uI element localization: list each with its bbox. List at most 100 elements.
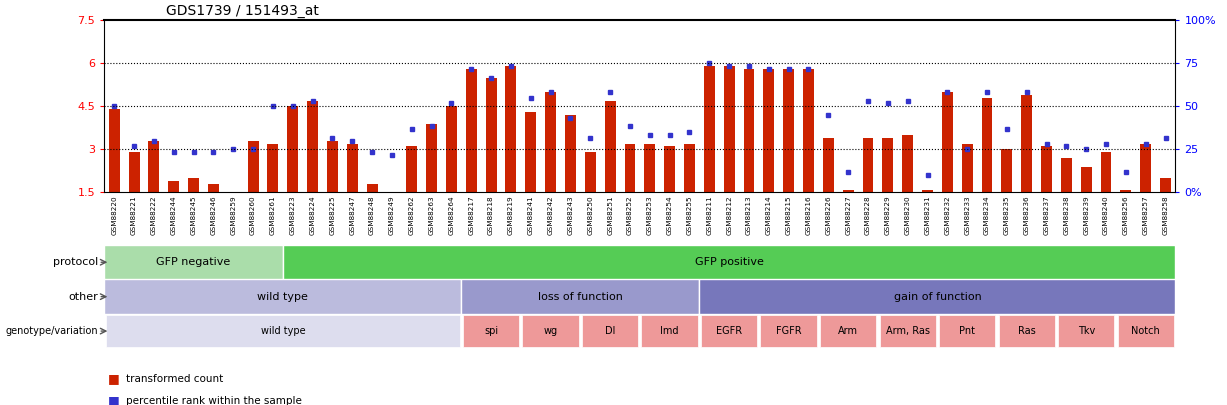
Bar xyxy=(104,245,282,279)
Bar xyxy=(744,69,755,192)
Bar xyxy=(326,141,337,192)
Bar xyxy=(564,115,575,192)
Text: Arm: Arm xyxy=(838,326,858,336)
Text: GSM88245: GSM88245 xyxy=(190,195,196,234)
Text: GSM88237: GSM88237 xyxy=(1043,195,1049,234)
Bar xyxy=(104,279,461,314)
Text: GSM88230: GSM88230 xyxy=(904,195,910,234)
Bar xyxy=(486,78,497,192)
Bar xyxy=(168,181,179,192)
Text: loss of function: loss of function xyxy=(537,292,623,302)
Text: GSM88253: GSM88253 xyxy=(647,195,653,234)
Text: GSM88254: GSM88254 xyxy=(666,195,672,234)
Text: Tkv: Tkv xyxy=(1077,326,1094,336)
Bar xyxy=(461,279,699,314)
Bar xyxy=(367,184,378,192)
Text: GSM88262: GSM88262 xyxy=(409,195,415,234)
Text: genotype/variation: genotype/variation xyxy=(6,326,98,336)
Text: wild type: wild type xyxy=(258,292,308,302)
Bar xyxy=(1021,95,1032,192)
Text: GSM88213: GSM88213 xyxy=(746,195,752,234)
Text: wild type: wild type xyxy=(260,326,306,336)
Text: GSM88235: GSM88235 xyxy=(1004,195,1010,234)
Bar xyxy=(763,69,774,192)
Text: GSM88264: GSM88264 xyxy=(448,195,454,234)
Text: GSM88225: GSM88225 xyxy=(329,195,335,234)
Text: GSM88261: GSM88261 xyxy=(270,195,276,234)
Text: Pnt: Pnt xyxy=(960,326,975,336)
Bar xyxy=(1040,147,1052,192)
Bar xyxy=(664,147,675,192)
Bar xyxy=(1101,152,1112,192)
Bar xyxy=(506,66,517,192)
Bar xyxy=(761,315,817,347)
Bar xyxy=(605,100,616,192)
Bar xyxy=(724,66,735,192)
Text: GSM88219: GSM88219 xyxy=(508,195,514,234)
Text: GSM88224: GSM88224 xyxy=(309,195,315,234)
Bar xyxy=(207,184,218,192)
Bar xyxy=(962,144,973,192)
Text: GSM88229: GSM88229 xyxy=(885,195,891,234)
Text: GSM88251: GSM88251 xyxy=(607,195,614,234)
Text: EGFR: EGFR xyxy=(717,326,742,336)
Text: GSM88256: GSM88256 xyxy=(1123,195,1129,234)
Bar xyxy=(445,107,456,192)
Text: GSM88242: GSM88242 xyxy=(547,195,553,234)
Text: GFP positive: GFP positive xyxy=(694,257,763,267)
Bar xyxy=(463,315,519,347)
Text: GSM88250: GSM88250 xyxy=(588,195,594,234)
Text: GSM88252: GSM88252 xyxy=(627,195,633,234)
Text: GSM88257: GSM88257 xyxy=(1142,195,1148,234)
Text: Dl: Dl xyxy=(605,326,615,336)
Bar xyxy=(982,98,993,192)
Bar xyxy=(585,152,596,192)
Text: wg: wg xyxy=(544,326,558,336)
Text: Imd: Imd xyxy=(660,326,679,336)
Text: GSM88212: GSM88212 xyxy=(726,195,733,234)
Text: transformed count: transformed count xyxy=(126,374,223,384)
Text: GSM88214: GSM88214 xyxy=(766,195,772,234)
Bar xyxy=(347,144,358,192)
Text: GSM88218: GSM88218 xyxy=(488,195,494,234)
Bar xyxy=(642,315,698,347)
Bar xyxy=(882,138,893,192)
Text: GSM88258: GSM88258 xyxy=(1162,195,1168,234)
Text: GSM88246: GSM88246 xyxy=(210,195,216,234)
Bar xyxy=(704,66,715,192)
Text: GSM88244: GSM88244 xyxy=(171,195,177,234)
Bar xyxy=(1001,149,1012,192)
Text: GSM88217: GSM88217 xyxy=(469,195,475,234)
Text: GFP negative: GFP negative xyxy=(156,257,231,267)
Text: percentile rank within the sample: percentile rank within the sample xyxy=(126,396,302,405)
Bar xyxy=(1160,178,1171,192)
Text: protocol: protocol xyxy=(53,257,98,267)
Text: Ras: Ras xyxy=(1018,326,1036,336)
Bar xyxy=(148,141,160,192)
Bar xyxy=(644,144,655,192)
Bar xyxy=(387,192,398,198)
Text: GSM88240: GSM88240 xyxy=(1103,195,1109,234)
Bar xyxy=(1140,144,1151,192)
Text: gain of function: gain of function xyxy=(893,292,982,302)
Text: Notch: Notch xyxy=(1131,326,1160,336)
Text: GSM88220: GSM88220 xyxy=(112,195,118,234)
Bar xyxy=(582,315,638,347)
Text: GSM88215: GSM88215 xyxy=(785,195,791,234)
Text: GSM88243: GSM88243 xyxy=(567,195,573,234)
Text: GSM88255: GSM88255 xyxy=(686,195,692,234)
Bar xyxy=(699,279,1175,314)
Text: FGFR: FGFR xyxy=(775,326,801,336)
Text: Arm, Ras: Arm, Ras xyxy=(886,326,930,336)
Text: GSM88223: GSM88223 xyxy=(290,195,296,234)
Text: GSM88216: GSM88216 xyxy=(805,195,811,234)
Text: GSM88249: GSM88249 xyxy=(389,195,395,234)
Bar xyxy=(106,315,460,347)
Bar xyxy=(999,315,1055,347)
Text: GSM88263: GSM88263 xyxy=(428,195,434,234)
Text: spi: spi xyxy=(483,326,498,336)
Bar xyxy=(426,124,437,192)
Bar xyxy=(942,92,953,192)
Text: ■: ■ xyxy=(108,372,120,385)
Text: GSM88222: GSM88222 xyxy=(151,195,157,234)
